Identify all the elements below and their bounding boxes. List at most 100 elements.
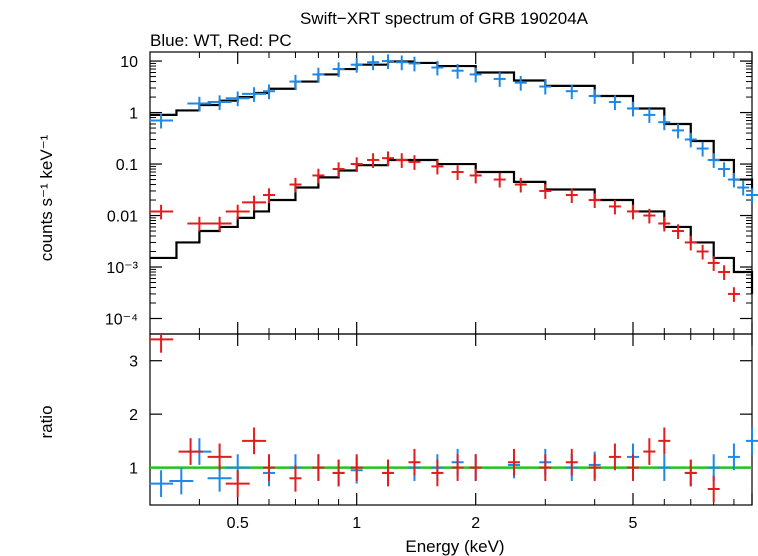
model-line-pc [150, 158, 754, 294]
spectrum-point [332, 62, 345, 78]
chart-subtitle: Blue: WT, Red: PC [150, 31, 292, 50]
spectrum-point [718, 162, 731, 178]
spectrum-point [451, 63, 464, 79]
x-tick-label: 5 [629, 515, 638, 532]
spectrum-point [149, 204, 174, 220]
spectrum-frame [149, 51, 753, 335]
spectrum-point [350, 157, 363, 173]
ratio-point [508, 448, 521, 476]
spectrum-point [367, 153, 380, 168]
spectrum-point [588, 193, 601, 209]
ratio-tick-label: 3 [129, 354, 138, 371]
spectrum-point [187, 96, 212, 112]
spectrum-point [514, 75, 527, 91]
x-tick-label: 1 [352, 515, 361, 532]
ratio-point [746, 427, 758, 455]
ratio-point [608, 443, 621, 471]
chart-title: Swift−XRT spectrum of GRB 190204A [300, 9, 589, 28]
spectrum-point [408, 56, 421, 72]
spectrum-point [207, 95, 232, 111]
ratio-point [727, 443, 740, 471]
y-tick-label: 0.1 [116, 157, 138, 174]
ratio-point [539, 454, 552, 481]
spectrum-point [672, 123, 685, 139]
spectrum-point [289, 177, 302, 193]
ratio-point [643, 438, 656, 465]
ratio-point [451, 454, 464, 481]
ratio-point [332, 459, 345, 487]
spectrum-point [431, 60, 444, 76]
ratio-point [684, 459, 697, 487]
ratio-point [149, 470, 174, 497]
spectrum-point [658, 115, 671, 131]
spectrum-point [262, 188, 275, 204]
spectrum-point [289, 74, 302, 90]
ratio-point [565, 448, 578, 476]
spectrum-point [684, 235, 697, 251]
ratio-point [262, 454, 275, 481]
ratio-point [350, 454, 363, 481]
ratio-point [207, 443, 232, 471]
spectrum-point [727, 172, 740, 188]
x-tick-label: 2 [471, 515, 480, 532]
ratio-point [588, 454, 601, 481]
spectrum-point [431, 159, 444, 175]
spectrum-point [627, 204, 640, 220]
spectrum-point [242, 87, 267, 102]
ratio-point [431, 459, 444, 487]
ratio-point [149, 334, 174, 353]
spectrum-point [608, 95, 621, 111]
spectrum-point [493, 172, 506, 188]
ratio-point [707, 475, 720, 503]
spectrum-point [312, 168, 325, 184]
spectrum-point [588, 89, 601, 104]
spectrum-point [707, 153, 720, 168]
spectrum-point [367, 55, 380, 71]
spectrum-point [643, 108, 656, 123]
spectrum-point [381, 151, 394, 167]
ratio-point [225, 470, 250, 497]
spectrum-point [350, 57, 363, 73]
spectrum-point [514, 177, 527, 193]
y-axis-label-top: counts s⁻¹ keV⁻¹ [37, 134, 56, 261]
spectrum-point [565, 188, 578, 204]
spectrum-point [187, 216, 212, 232]
spectrum-point [565, 84, 578, 100]
spectrum-point [608, 199, 621, 215]
ratio-point [289, 464, 302, 492]
spectrum-point [408, 155, 421, 170]
ratio-point [408, 448, 421, 476]
spectrum-point [696, 244, 709, 260]
spectrum-point [643, 208, 656, 224]
x-axis-label: Energy (keV) [405, 537, 504, 556]
ratio-point [381, 459, 394, 487]
y-tick-label: 10 [120, 54, 138, 71]
ratio-point [169, 467, 194, 495]
spectrum-point [332, 162, 345, 178]
spectrum-point [207, 216, 232, 232]
spectrum-point [627, 101, 640, 117]
spectrum-point [539, 184, 552, 199]
y-tick-label: 10⁻⁴ [105, 312, 138, 329]
spectrum-point [312, 67, 325, 83]
spectrum-point [262, 84, 275, 100]
spectrum-point [381, 54, 394, 70]
spectrum-panel: 10 1 0.1 0.01 10⁻³ 10⁻⁴ [105, 51, 758, 335]
spectrum-point [707, 256, 720, 271]
spectrum-point [737, 180, 750, 196]
model-line-wt [150, 60, 754, 191]
ratio-tick-label: 2 [129, 407, 138, 424]
spectrum-point [395, 55, 408, 71]
ratio-point [242, 427, 267, 455]
ratio-point [178, 438, 203, 465]
x-tick-label: 0.5 [227, 515, 249, 532]
y-tick-label: 0.01 [107, 209, 138, 226]
spectrum-point [658, 216, 671, 232]
spectrum-point [672, 224, 685, 240]
ratio-point [658, 427, 671, 455]
spectrum-point [469, 168, 482, 184]
spectrum-point [696, 141, 709, 157]
y-tick-label: 10⁻³ [106, 260, 138, 277]
ratio-frame [149, 333, 753, 506]
